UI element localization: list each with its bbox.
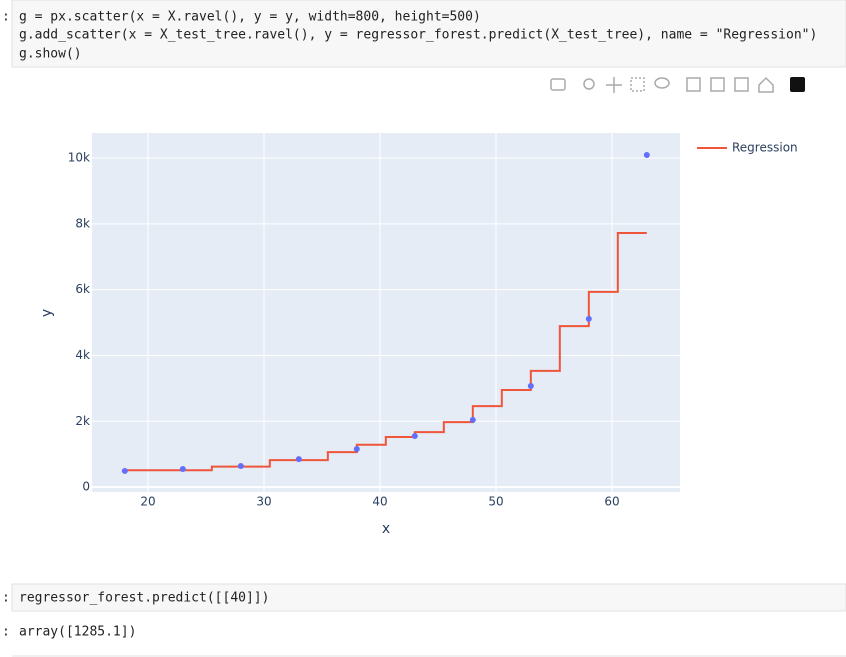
x-tick-label: 30 [256, 495, 271, 509]
camera-icon[interactable] [550, 78, 566, 91]
y-tick-label: 6k [75, 282, 90, 296]
zoom-in-icon[interactable] [686, 77, 701, 92]
zoom-icon[interactable] [583, 78, 595, 90]
point [527, 383, 534, 390]
reset-icon[interactable] [758, 76, 774, 93]
code-line: g.add_scatter(x = X_test_tree.ravel(), y… [19, 28, 817, 43]
prompt: : [2, 10, 10, 25]
autoscale-icon[interactable] [734, 77, 749, 92]
x-tick-label: 50 [488, 495, 503, 509]
x-tick-label: 40 [372, 495, 387, 509]
x-tick-label: 60 [604, 495, 619, 509]
y-tick-label: 2k [75, 414, 90, 428]
y-axis-title: y [39, 309, 55, 317]
point [411, 433, 418, 440]
prompt: : [2, 625, 10, 640]
code-line: g.show() [19, 47, 82, 62]
code-cell[interactable] [11, 583, 846, 612]
lasso-icon[interactable] [654, 77, 670, 89]
code-cell[interactable] [11, 0, 846, 68]
point [585, 315, 592, 322]
code-line: g = px.scatter(x = X.ravel(), y = y, wid… [19, 10, 481, 25]
toolbar [550, 76, 805, 93]
code-line: regressor_forest.predict([[40]]) [19, 591, 269, 606]
chart: 0 2k 4k 6k 8k 10k 20 30 40 50 60 Regression [68, 133, 798, 509]
point [179, 465, 186, 472]
point [295, 456, 302, 463]
legend-label: Regression [732, 141, 798, 155]
point [643, 152, 650, 159]
plot-area [92, 133, 680, 492]
x-tick-label: 20 [140, 495, 155, 509]
point [469, 416, 476, 423]
select-icon[interactable] [630, 77, 645, 92]
y-tick-label: 8k [75, 216, 90, 230]
y-tick-label: 10k [68, 151, 90, 165]
plotly-logo[interactable] [790, 77, 805, 92]
point [121, 467, 128, 474]
point [237, 463, 244, 470]
y-tick-label: 4k [75, 348, 90, 362]
point [353, 446, 360, 453]
zoom-out-icon[interactable] [710, 77, 725, 92]
pan-icon[interactable] [606, 77, 622, 93]
output: array([1285.1]) [19, 625, 136, 640]
prompt: : [2, 591, 10, 606]
y-tick-label: 0 [82, 480, 90, 494]
x-axis-title: x [382, 521, 390, 537]
